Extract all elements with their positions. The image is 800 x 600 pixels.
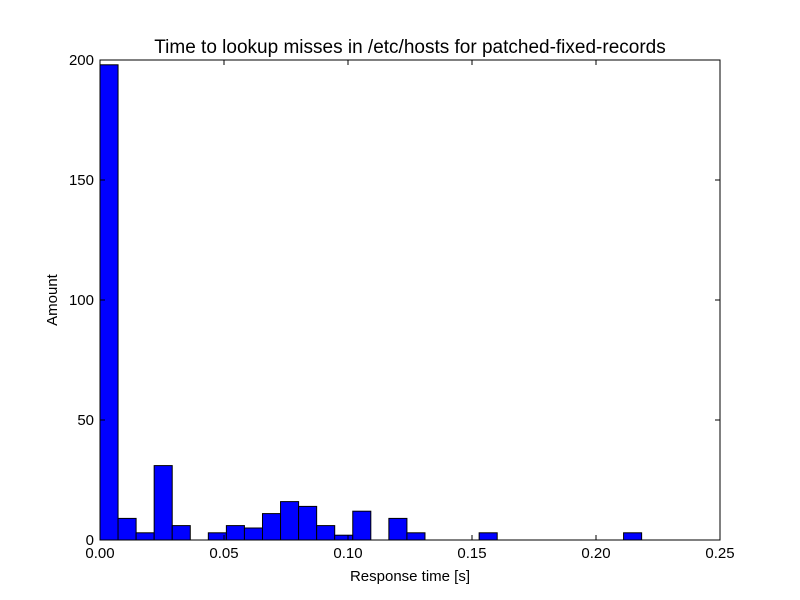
histogram-bar xyxy=(225,525,245,541)
histogram-bar xyxy=(153,465,173,541)
x-tick-label: 0.00 xyxy=(85,545,114,562)
histogram-bar xyxy=(99,64,119,541)
histogram-bar xyxy=(117,517,137,541)
y-tick-label: 150 xyxy=(69,172,94,189)
histogram-bar xyxy=(316,525,336,541)
histogram-bar xyxy=(406,532,426,541)
chart-title: Time to lookup misses in /etc/hosts for … xyxy=(154,37,665,58)
x-tick-label: 0.25 xyxy=(705,545,734,562)
y-tick-label: 200 xyxy=(69,52,94,69)
histogram-bar xyxy=(478,532,498,541)
y-axis-label: Amount xyxy=(44,273,61,326)
histogram-bar xyxy=(352,510,372,541)
histogram-bar xyxy=(388,517,408,541)
bars-group xyxy=(99,64,643,541)
histogram-bar xyxy=(298,505,318,541)
x-tick-label: 0.20 xyxy=(581,545,610,562)
x-tick-label: 0.10 xyxy=(333,545,362,562)
x-axis-label: Response time [s] xyxy=(350,568,470,585)
histogram-bar xyxy=(171,525,191,541)
x-axis-ticks: 0.00 0.05 0.10 0.15 0.20 0.25 xyxy=(85,60,735,562)
histogram-bar xyxy=(280,501,300,541)
y-tick-label: 50 xyxy=(77,412,94,429)
histogram-bar xyxy=(135,532,155,541)
histogram-bar xyxy=(334,534,354,541)
x-tick-label: 0.15 xyxy=(457,545,486,562)
histogram-bar xyxy=(243,527,263,541)
x-tick-label: 0.05 xyxy=(209,545,238,562)
y-tick-label: 100 xyxy=(69,292,94,309)
histogram-bar xyxy=(623,532,643,541)
y-axis-ticks: 0 50 100 150 200 xyxy=(69,52,720,549)
histogram-bar xyxy=(261,513,282,541)
y-tick-label: 0 xyxy=(86,532,94,549)
